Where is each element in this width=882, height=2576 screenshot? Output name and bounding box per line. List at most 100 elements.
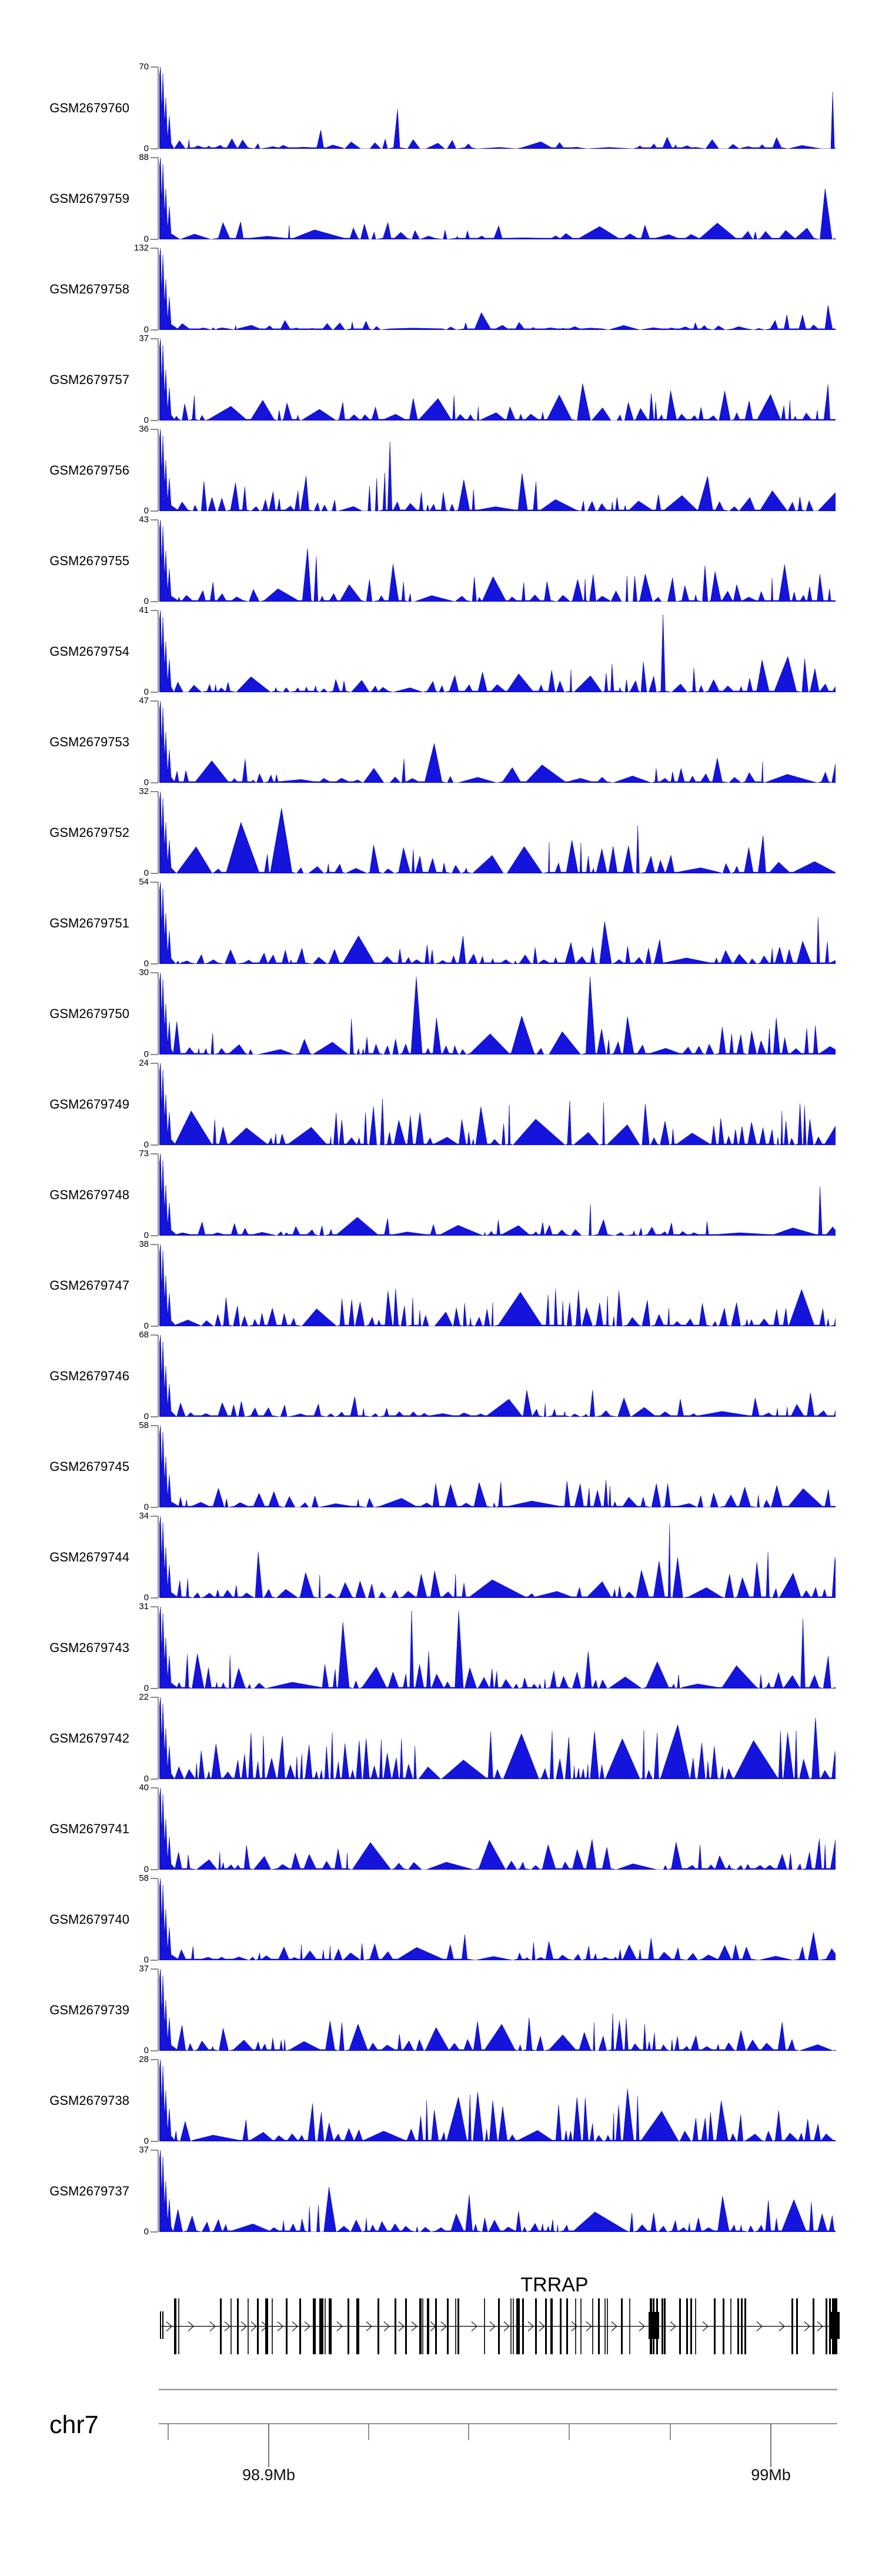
track-label: GSM2679754 bbox=[49, 643, 129, 659]
track-label: GSM2679743 bbox=[49, 1640, 129, 1655]
strand-direction-arrow-icon bbox=[489, 2321, 496, 2331]
track-row: GSM2679753 47 0 bbox=[0, 696, 882, 787]
track-zero-label: 0 bbox=[143, 1955, 149, 1965]
track-zero-label: 0 bbox=[143, 1864, 149, 1874]
y-axis-line bbox=[158, 67, 159, 149]
track-label: GSM2679759 bbox=[49, 191, 129, 206]
y-axis-line bbox=[158, 1244, 159, 1326]
track-row: GSM2679749 24 0 bbox=[0, 1059, 882, 1149]
gene-exon bbox=[686, 2298, 688, 2354]
y-axis-zero-tick bbox=[151, 1416, 158, 1417]
y-axis-line bbox=[158, 429, 159, 511]
track-row: GSM2679759 88 0 bbox=[0, 153, 882, 243]
y-axis-top-tick bbox=[151, 882, 158, 883]
y-axis-line bbox=[158, 701, 159, 783]
gene-exon bbox=[550, 2298, 553, 2354]
track-zero-label: 0 bbox=[143, 1140, 149, 1150]
coverage-signal bbox=[159, 1878, 836, 1960]
y-axis-top-tick bbox=[151, 972, 158, 973]
track-row: GSM2679747 38 0 bbox=[0, 1240, 882, 1330]
track-ymax-label: 40 bbox=[139, 1783, 149, 1793]
track-zero-label: 0 bbox=[143, 2136, 149, 2146]
y-axis-line bbox=[158, 1697, 159, 1779]
gene-exon bbox=[395, 2298, 396, 2354]
track-zero-label: 0 bbox=[143, 959, 149, 969]
gene-exon bbox=[621, 2298, 623, 2354]
gene-exon bbox=[791, 2298, 793, 2354]
track-label: GSM2679755 bbox=[49, 553, 129, 568]
y-axis-line bbox=[158, 2150, 159, 2232]
strand-direction-arrow-icon bbox=[166, 2321, 172, 2331]
gene-exon bbox=[510, 2298, 512, 2354]
coverage-signal bbox=[159, 1697, 836, 1779]
coverage-signal bbox=[159, 882, 836, 964]
gene-exon bbox=[575, 2298, 576, 2354]
coverage-signal bbox=[159, 2060, 836, 2141]
track-row: GSM2679742 22 0 bbox=[0, 1693, 882, 1783]
y-axis-top-tick bbox=[151, 338, 158, 339]
y-axis-zero-tick bbox=[151, 782, 158, 783]
gene-exon bbox=[435, 2298, 437, 2354]
track-label: GSM2679740 bbox=[49, 1911, 129, 1927]
strand-direction-arrow-icon bbox=[398, 2321, 405, 2331]
track-ymax-label: 36 bbox=[139, 424, 149, 434]
strand-direction-arrow-icon bbox=[440, 2321, 447, 2331]
track-label: GSM2679758 bbox=[49, 281, 129, 296]
gene-name-label: TRRAP bbox=[520, 2274, 589, 2296]
strand-direction-arrow-icon bbox=[209, 2321, 216, 2331]
y-axis-line bbox=[158, 1607, 159, 1689]
y-axis-top-tick bbox=[151, 429, 158, 430]
track-label: GSM2679750 bbox=[49, 1006, 129, 1021]
gene-exon bbox=[650, 2298, 652, 2354]
strand-direction-arrow-icon bbox=[383, 2321, 390, 2331]
y-axis-zero-tick bbox=[151, 329, 158, 331]
track-zero-label: 0 bbox=[143, 1321, 149, 1331]
y-axis-top-tick bbox=[151, 610, 158, 611]
gene-exon bbox=[664, 2298, 666, 2354]
strand-direction-arrow-icon bbox=[539, 2321, 545, 2331]
track-ymax-label: 28 bbox=[139, 2054, 149, 2064]
track-ymax-label: 37 bbox=[139, 2145, 149, 2155]
coverage-signal bbox=[159, 610, 836, 692]
y-axis-line bbox=[158, 248, 159, 330]
gene-exon bbox=[723, 2298, 724, 2354]
strand-direction-arrow-icon bbox=[756, 2321, 763, 2331]
y-axis-zero-tick bbox=[151, 601, 158, 602]
track-label: GSM2679753 bbox=[49, 734, 129, 749]
track-label: GSM2679760 bbox=[49, 100, 129, 115]
coverage-signal bbox=[159, 1335, 836, 1417]
gene-exon bbox=[220, 2298, 222, 2354]
track-row: GSM2679758 132 0 bbox=[0, 243, 882, 334]
track-row: GSM2679740 58 0 bbox=[0, 1874, 882, 1964]
gene-exon bbox=[598, 2298, 600, 2354]
gene-exon bbox=[422, 2298, 423, 2354]
track-label: GSM2679756 bbox=[49, 462, 129, 478]
y-axis-zero-tick bbox=[151, 2231, 158, 2233]
track-row: GSM2679757 37 0 bbox=[0, 334, 882, 425]
coverage-signal bbox=[159, 67, 836, 149]
track-row: GSM2679748 73 0 bbox=[0, 1149, 882, 1240]
track-row: GSM2679754 41 0 bbox=[0, 606, 882, 696]
gene-exon bbox=[348, 2298, 349, 2354]
coverage-signal bbox=[159, 1607, 836, 1689]
gene-exon bbox=[744, 2298, 746, 2354]
y-axis-zero-tick bbox=[151, 963, 158, 965]
y-axis-zero-tick bbox=[151, 420, 158, 421]
y-axis-line bbox=[158, 973, 159, 1055]
track-ymax-label: 31 bbox=[139, 1601, 149, 1611]
y-axis-top-tick bbox=[151, 2150, 158, 2151]
y-axis-top-tick bbox=[151, 248, 158, 249]
gene-exon bbox=[160, 2311, 161, 2339]
y-axis-top-tick bbox=[151, 1334, 158, 1336]
gene-exon bbox=[513, 2298, 514, 2354]
track-label: GSM2679752 bbox=[49, 825, 129, 840]
gene-exon bbox=[737, 2298, 739, 2354]
gene-exon bbox=[457, 2298, 459, 2354]
gene-exon bbox=[248, 2298, 249, 2354]
y-axis-zero-tick bbox=[151, 1507, 158, 1508]
y-axis-line bbox=[158, 1516, 159, 1598]
y-axis-line bbox=[158, 1878, 159, 1960]
y-axis-line bbox=[158, 339, 159, 421]
track-row: GSM2679746 68 0 bbox=[0, 1330, 882, 1421]
track-row: GSM2679750 30 0 bbox=[0, 968, 882, 1059]
